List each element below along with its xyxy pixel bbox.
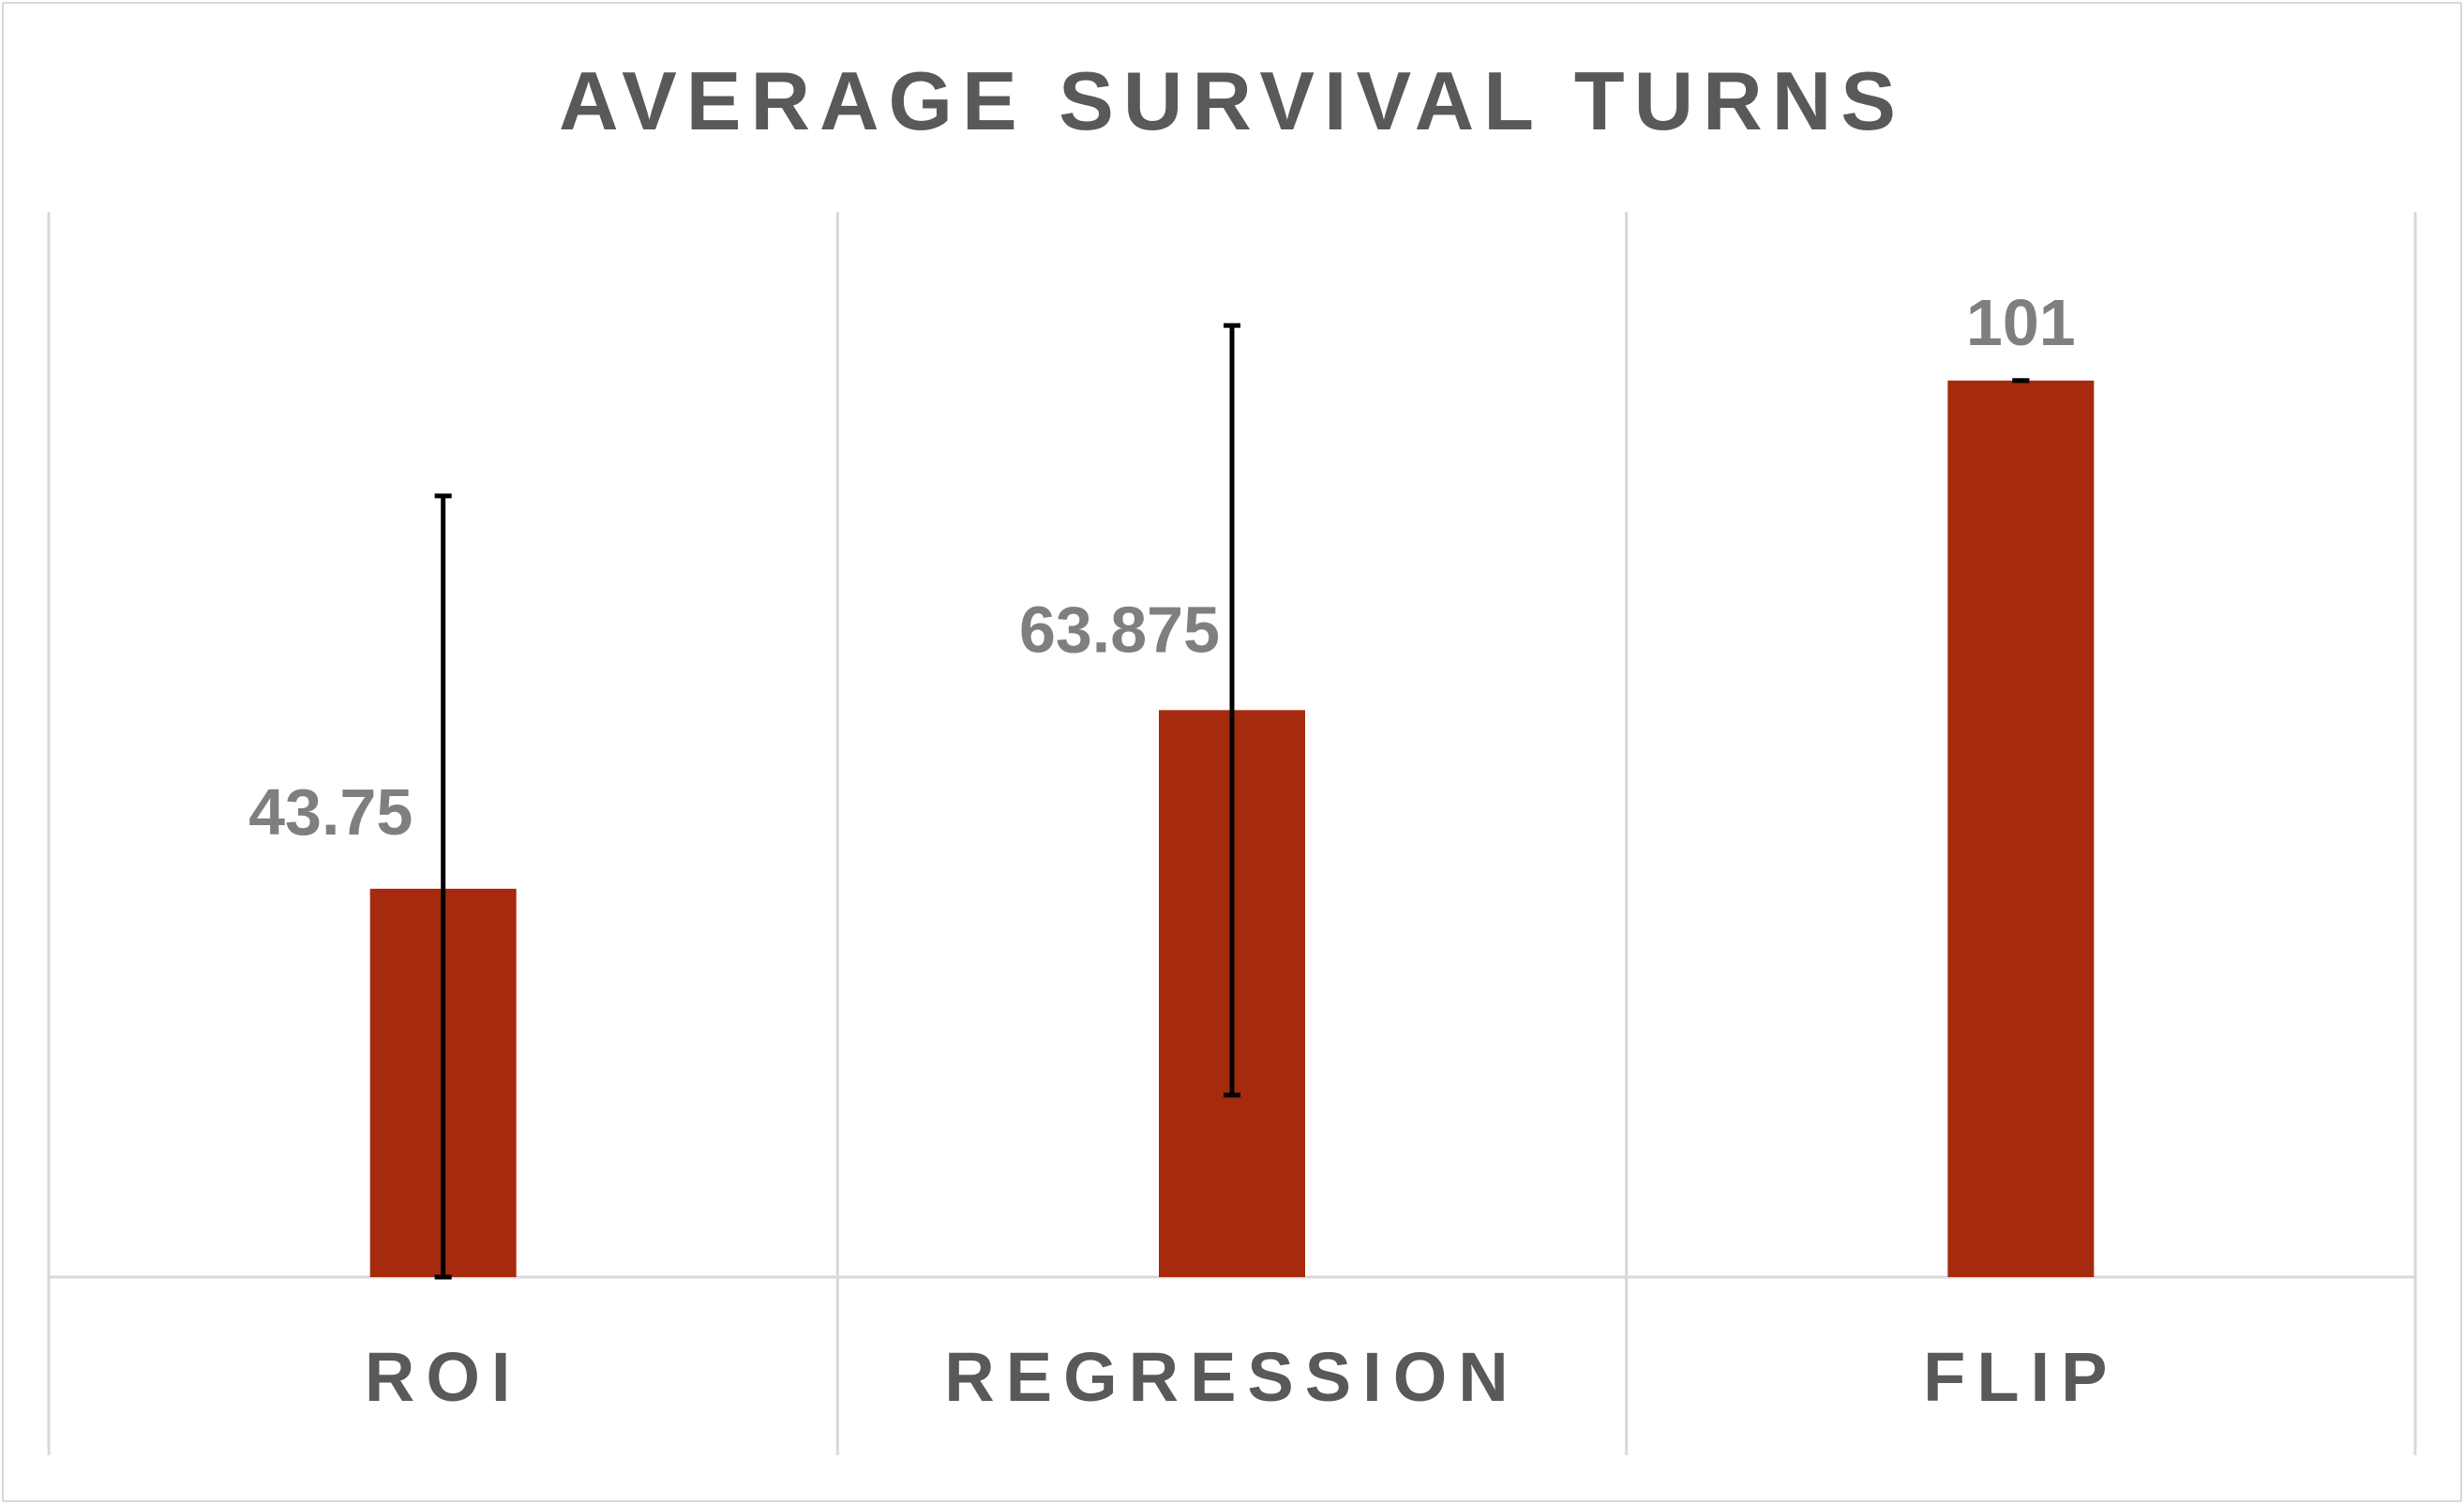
category-label-roi: ROI — [365, 1338, 522, 1416]
data-label-regression: 63.875 — [1019, 593, 1220, 666]
error-bars — [434, 323, 2030, 1280]
bar-flip — [1947, 380, 2095, 1277]
data-labels: 43.75 63.875 101 — [248, 286, 2076, 849]
chart-title: AVERAGE SURVIVAL TURNS — [559, 54, 1905, 147]
data-label-roi: 43.75 — [248, 775, 413, 849]
category-labels: ROI REGRESSION FLIP — [365, 1338, 2118, 1416]
error-bar-regression — [1224, 323, 1240, 1098]
category-label-flip: FLIP — [1923, 1338, 2118, 1416]
category-label-regression: REGRESSION — [944, 1338, 1519, 1416]
data-label-flip: 101 — [1966, 286, 2076, 359]
error-bar-roi — [434, 493, 452, 1280]
